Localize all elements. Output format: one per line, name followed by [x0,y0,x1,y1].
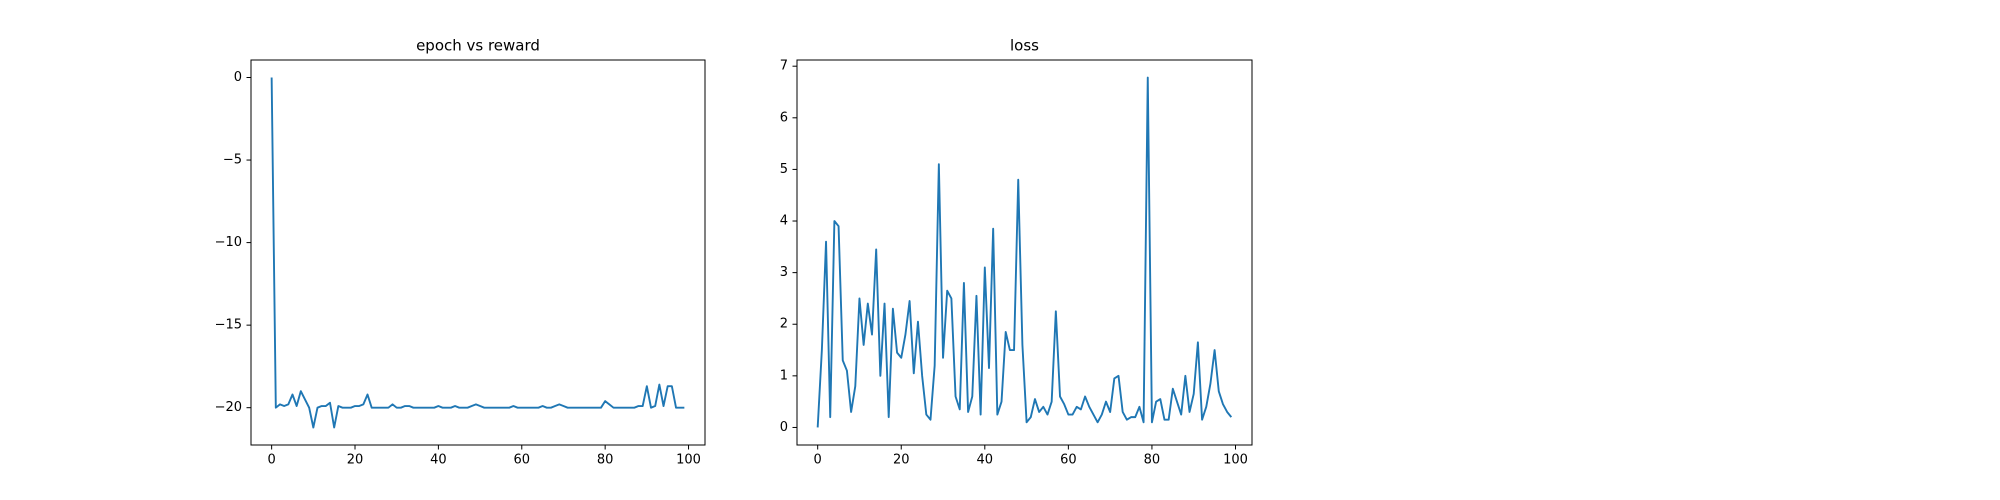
y-tick-label: 1 [780,368,788,383]
y-tick-label: 4 [780,214,788,229]
data-line [816,76,1233,428]
y-tick-label: −15 [215,318,242,333]
y-tick-label: 6 [780,110,788,125]
x-tick-label: 80 [597,453,614,468]
axes-frame [796,59,1253,446]
x-tick-label: 0 [814,453,822,468]
axes-frame [250,59,706,446]
x-tick-label: 60 [514,453,531,468]
x-tick-label: 100 [1223,453,1248,468]
x-tick-label: 40 [430,453,447,468]
x-tick-label: 20 [893,453,910,468]
x-tick-label: 0 [267,453,275,468]
y-tick-label: 0 [234,70,242,85]
chart-title: loss [1010,37,1039,55]
chart-title: epoch vs reward [416,37,540,55]
y-tick-label: 2 [780,317,788,332]
y-tick-label: −10 [215,235,242,250]
y-tick-label: −20 [215,400,242,415]
y-tick-label: 5 [780,162,788,177]
x-tick-label: 80 [1144,453,1161,468]
x-tick-label: 40 [977,453,994,468]
y-tick-label: 3 [780,265,788,280]
x-tick-label: 20 [347,453,364,468]
data-line [270,77,685,429]
y-tick-label: 7 [780,59,788,74]
y-tick-label: 0 [780,420,788,435]
x-tick-label: 100 [676,453,701,468]
y-tick-label: −5 [223,153,242,168]
x-tick-label: 60 [1060,453,1077,468]
